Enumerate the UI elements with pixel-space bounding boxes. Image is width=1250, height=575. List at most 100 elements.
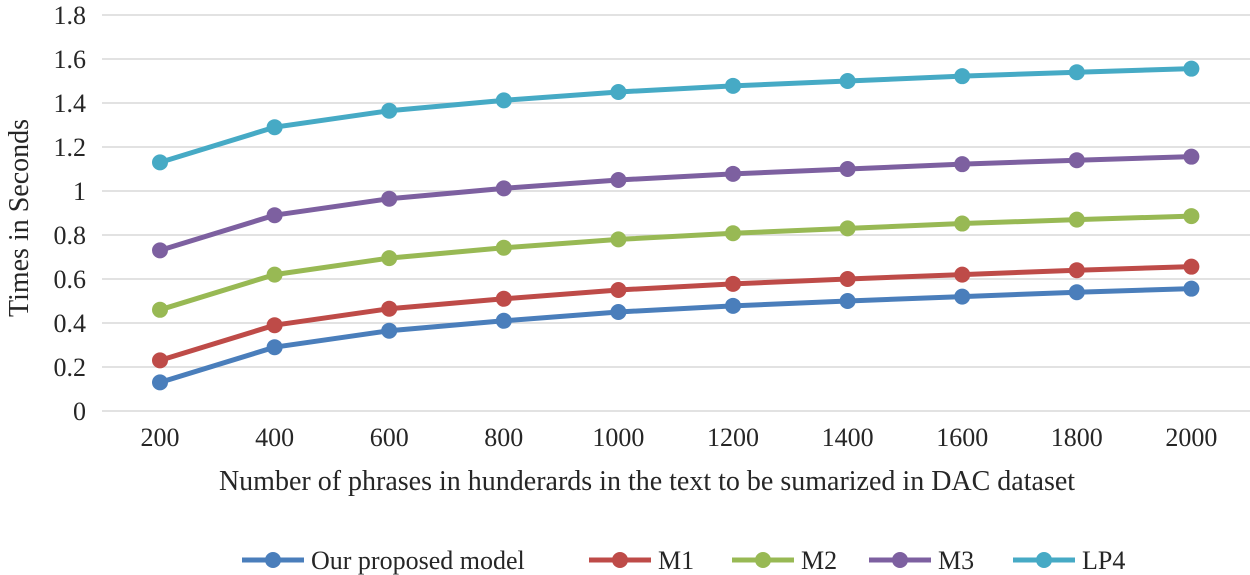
legend-item: LP4 bbox=[1013, 546, 1125, 575]
x-axis-ticks: 200 400 600 800 1000 1200 1400 1600 1800 2000 bbox=[141, 423, 1218, 452]
legend-item: Our proposed model bbox=[242, 546, 525, 575]
y-tick-label: 0.2 bbox=[54, 353, 87, 382]
x-tick-label: 400 bbox=[255, 423, 294, 452]
data-point bbox=[152, 374, 168, 391]
series-4 bbox=[152, 148, 1200, 259]
legend-label: M1 bbox=[658, 546, 694, 575]
x-tick-label: 1000 bbox=[592, 423, 644, 452]
legend-item: M2 bbox=[732, 546, 837, 575]
y-tick-label: 0.4 bbox=[54, 309, 87, 338]
data-point bbox=[381, 322, 398, 339]
x-tick-label: 1600 bbox=[936, 423, 988, 452]
data-point bbox=[1068, 262, 1085, 279]
y-axis-ticks: 0 0.2 0.4 0.6 0.8 1 1.2 1.4 1.6 1.8 bbox=[54, 1, 87, 426]
y-axis-title: Times in Seconds bbox=[4, 119, 35, 317]
series-line bbox=[159, 213, 1192, 313]
data-point bbox=[1183, 208, 1200, 225]
data-point bbox=[725, 297, 741, 314]
legend-label: Our proposed model bbox=[311, 546, 525, 575]
y-tick-label: 1.8 bbox=[54, 1, 87, 30]
data-point bbox=[839, 161, 856, 177]
data-point bbox=[152, 154, 168, 171]
data-point bbox=[839, 293, 856, 309]
y-tick-label: 1.2 bbox=[54, 133, 87, 162]
y-tick-label: 0.8 bbox=[54, 221, 87, 250]
data-point bbox=[839, 73, 856, 89]
data-point bbox=[839, 271, 856, 287]
x-axis-title: Number of phrases in hunderards in the t… bbox=[219, 466, 1075, 497]
legend-swatch-marker bbox=[612, 552, 628, 568]
data-point bbox=[839, 220, 856, 237]
data-point bbox=[266, 339, 283, 356]
y-tick-label: 1.6 bbox=[54, 45, 87, 74]
data-point bbox=[1068, 64, 1085, 81]
data-point bbox=[152, 352, 168, 369]
x-tick-label: 800 bbox=[484, 423, 523, 452]
legend-swatch-marker bbox=[1036, 552, 1052, 568]
legend-swatch-marker bbox=[892, 552, 908, 568]
data-point bbox=[266, 207, 283, 224]
x-tick-label: 600 bbox=[370, 423, 409, 452]
data-point bbox=[152, 242, 168, 259]
legend-item: M1 bbox=[589, 546, 694, 575]
legend-label: M3 bbox=[938, 546, 974, 575]
data-point bbox=[1068, 152, 1085, 169]
series-3 bbox=[152, 208, 1200, 318]
series-lines bbox=[152, 60, 1200, 391]
data-point bbox=[954, 266, 971, 283]
legend-swatch-marker bbox=[755, 552, 771, 568]
y-tick-label: 1 bbox=[73, 177, 86, 206]
data-point bbox=[266, 317, 283, 334]
data-point bbox=[495, 312, 512, 329]
data-point bbox=[495, 92, 512, 109]
data-point bbox=[1183, 258, 1200, 275]
data-point bbox=[954, 288, 971, 305]
data-point bbox=[954, 156, 971, 173]
series-5 bbox=[152, 60, 1200, 171]
data-point bbox=[1068, 211, 1085, 228]
data-point bbox=[381, 190, 398, 207]
data-point bbox=[495, 239, 512, 256]
y-tick-label: 0 bbox=[73, 397, 86, 426]
series-1 bbox=[152, 280, 1200, 391]
y-tick-label: 0.6 bbox=[54, 265, 87, 294]
data-point bbox=[725, 77, 741, 94]
data-point bbox=[381, 300, 398, 317]
data-point bbox=[266, 119, 283, 136]
data-point bbox=[1183, 148, 1200, 165]
series-2 bbox=[152, 258, 1200, 369]
legend: Our proposed model M1 M2 M3 LP4 bbox=[242, 546, 1125, 575]
data-point bbox=[610, 84, 627, 100]
data-point bbox=[381, 102, 398, 119]
data-point bbox=[266, 266, 283, 283]
legend-label: LP4 bbox=[1082, 546, 1125, 575]
data-point bbox=[381, 250, 398, 267]
data-point bbox=[954, 68, 971, 85]
x-tick-label: 200 bbox=[141, 423, 180, 452]
data-point bbox=[610, 282, 627, 298]
data-point bbox=[725, 225, 741, 242]
data-point bbox=[1183, 60, 1200, 77]
data-point bbox=[610, 172, 627, 188]
series-line bbox=[159, 66, 1192, 165]
x-tick-label: 2000 bbox=[1165, 423, 1217, 452]
legend-item: M3 bbox=[869, 546, 974, 575]
series-line bbox=[159, 154, 1192, 253]
data-point bbox=[152, 301, 168, 318]
x-tick-label: 1400 bbox=[822, 423, 874, 452]
series-line bbox=[159, 264, 1192, 363]
x-tick-label: 1800 bbox=[1051, 423, 1103, 452]
data-point bbox=[954, 215, 971, 232]
data-point bbox=[610, 304, 627, 320]
data-point bbox=[610, 231, 627, 248]
data-point bbox=[725, 275, 741, 292]
legend-label: M2 bbox=[801, 546, 837, 575]
series-line bbox=[159, 286, 1192, 385]
data-point bbox=[725, 165, 741, 182]
legend-swatch-marker bbox=[265, 552, 281, 568]
data-point bbox=[495, 180, 512, 197]
y-tick-label: 1.4 bbox=[54, 89, 87, 118]
data-point bbox=[1183, 280, 1200, 297]
data-point bbox=[495, 290, 512, 307]
